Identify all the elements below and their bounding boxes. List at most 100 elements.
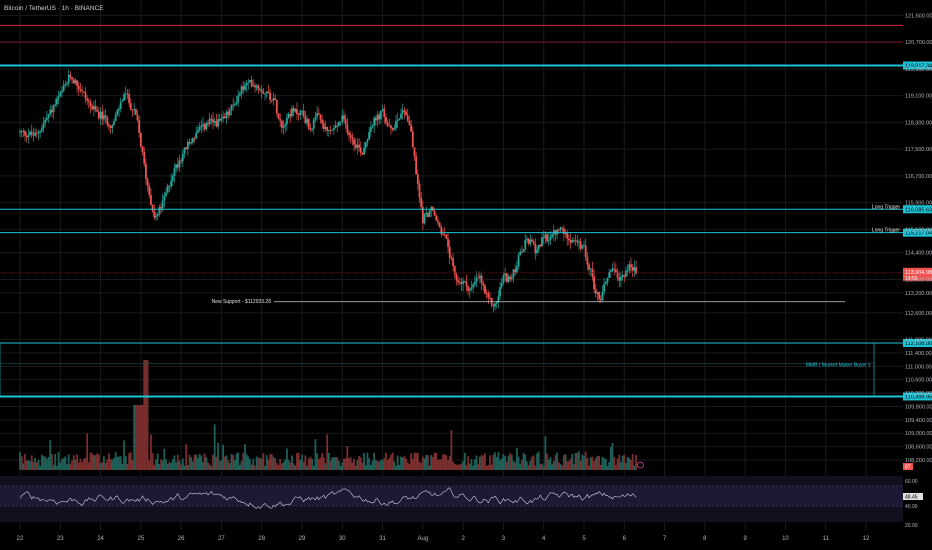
- y-tick-label: 113,200.00: [905, 291, 932, 297]
- candle-body: [34, 132, 37, 136]
- candle-body: [180, 160, 183, 162]
- x-tick-label: Aug: [418, 536, 429, 542]
- candle-body: [519, 251, 522, 256]
- volume-bar: [593, 460, 595, 470]
- current-price-time: 19:55: [905, 276, 918, 282]
- candle-body: [47, 114, 50, 118]
- volume-bar: [396, 455, 399, 470]
- volume-bar: [317, 458, 320, 470]
- candle-body: [556, 229, 559, 235]
- candle-body: [178, 160, 181, 168]
- volume-bar: [393, 461, 396, 470]
- candle-body: [94, 106, 97, 111]
- volume-bar: [191, 461, 194, 470]
- volume-bar: [381, 460, 384, 470]
- volume-bar: [578, 451, 580, 470]
- volume-bar: [291, 455, 293, 470]
- candle-body: [378, 114, 381, 120]
- candle-body: [309, 129, 312, 130]
- candle-body: [453, 266, 456, 275]
- candle-body: [515, 266, 518, 273]
- candle-body: [193, 137, 196, 139]
- candle-body: [195, 132, 198, 139]
- candle-body: [317, 113, 320, 115]
- volume-bar: [277, 464, 280, 470]
- volume-bar: [40, 454, 43, 470]
- volume-bar: [220, 460, 223, 470]
- candle-body: [405, 111, 407, 116]
- candle-body: [257, 85, 260, 90]
- candle-body: [198, 127, 201, 131]
- x-tick-label: 5: [582, 536, 586, 542]
- volume-bar: [175, 462, 178, 470]
- volume-bar: [544, 436, 547, 470]
- candle-body: [97, 111, 100, 119]
- candle-body: [133, 108, 136, 110]
- y-tick-label: 112,600.00: [905, 311, 932, 317]
- candle-body: [366, 139, 369, 143]
- candle-body: [114, 114, 117, 121]
- candle-body: [218, 119, 221, 121]
- candle-body: [144, 163, 147, 179]
- volume-bar: [202, 461, 204, 470]
- candle-body: [284, 124, 287, 127]
- candle-body: [465, 281, 468, 287]
- rsi-line: [19, 487, 637, 509]
- y-tick-label: 108,600.00: [905, 445, 932, 451]
- candle-body: [128, 94, 131, 104]
- volume-bar: [176, 454, 179, 470]
- candle-body: [119, 101, 122, 109]
- volume-bar: [536, 453, 538, 470]
- volume-bar: [630, 459, 632, 470]
- candle-body: [89, 101, 92, 107]
- candle-body: [356, 144, 359, 148]
- rsi-label-20: 20.00: [905, 523, 918, 529]
- candle-body: [393, 128, 396, 130]
- candle-body: [291, 108, 293, 117]
- candle-body: [379, 110, 382, 120]
- candle-body: [549, 236, 552, 241]
- volume-bar: [616, 458, 619, 470]
- volume-bar: [69, 464, 72, 470]
- y-tick-label: 110,200.00: [905, 391, 932, 397]
- volume-bar: [364, 464, 367, 470]
- candle-body: [237, 95, 240, 103]
- candle-body: [460, 282, 463, 284]
- candle-body: [331, 129, 334, 131]
- candle-body: [324, 126, 327, 130]
- volume-bar: [35, 462, 38, 470]
- candle-body: [134, 108, 137, 115]
- volume-bar: [447, 459, 449, 470]
- volume-bar: [307, 458, 310, 470]
- x-tick-label: 23: [57, 536, 64, 542]
- volume-bar: [334, 456, 337, 470]
- x-tick-label: 12: [863, 536, 870, 542]
- volume-bar: [237, 452, 240, 470]
- candle-body: [247, 82, 250, 84]
- long-trigger-2-price-label: 115,217.04: [905, 231, 932, 237]
- volume-bar: [473, 459, 476, 470]
- volume-bar: [482, 455, 485, 470]
- x-tick-label: 26: [178, 536, 185, 542]
- candle-body: [306, 119, 308, 124]
- volume-bar: [86, 433, 89, 470]
- current-price-label: 113,904.98: [905, 270, 932, 276]
- volume-badge-label: 87: [905, 465, 911, 471]
- candle-body: [205, 123, 208, 130]
- volume-bar: [91, 453, 94, 470]
- candle-body: [109, 126, 112, 128]
- volume-bar: [557, 462, 560, 470]
- volume-bar: [487, 465, 490, 470]
- volume-bar: [489, 455, 491, 470]
- x-tick-label: 6: [623, 536, 627, 542]
- volume-bar: [146, 360, 149, 470]
- volume-bar: [374, 459, 377, 470]
- candle-body: [390, 125, 392, 129]
- x-tick-label: 29: [299, 536, 306, 542]
- volume-bar: [604, 458, 607, 470]
- volume-bar: [76, 454, 78, 470]
- volume-bar: [260, 458, 263, 470]
- volume-bar: [129, 451, 132, 470]
